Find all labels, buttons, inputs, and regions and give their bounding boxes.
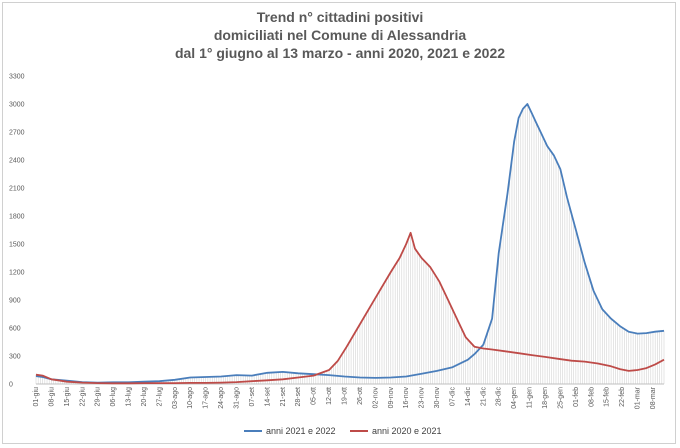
y-tick-label: 2700 [9, 130, 25, 137]
x-tick-label: 28-dic [496, 387, 503, 407]
x-tick-label: 08-mar [650, 386, 657, 409]
x-tick-label: 05-ott [311, 387, 318, 405]
x-tick-label: 30-nov [434, 387, 441, 409]
legend-label-2: anni 2020 e 2021 [372, 426, 442, 436]
x-tick-label: 15-giu [64, 387, 71, 407]
x-tick-label: 14-dic [465, 387, 472, 407]
y-tick-label: 300 [9, 354, 21, 361]
x-tick-label: 07-set [249, 387, 256, 407]
chart-title-line-1: Trend n° cittadini positivi [256, 9, 424, 25]
x-tick-label: 09-nov [388, 387, 395, 409]
y-tick-label: 2100 [9, 186, 25, 193]
chart-title-line-3: dal 1° giugno al 13 marzo - anni 2020, 2… [174, 45, 506, 61]
x-tick-label: 16-nov [403, 387, 410, 409]
chart-frame [2, 2, 676, 444]
x-tick-label: 18-gen [542, 387, 549, 409]
x-tick-label: 21-dic [480, 387, 487, 407]
x-tick-label: 01-feb [573, 387, 580, 407]
x-tick-label: 15-feb [604, 387, 611, 407]
x-tick-label: 04-gen [511, 387, 518, 409]
series-line-2 [35, 231, 665, 385]
x-tick-label: 25-gen [557, 387, 564, 409]
x-tick-label: 28-set [295, 387, 302, 407]
y-tick-label: 3300 [9, 74, 25, 81]
x-tick-label: 26-ott [357, 387, 364, 405]
y-tick-label: 900 [9, 298, 21, 305]
x-tick-label: 03-ago [172, 387, 179, 409]
x-tick-label: 10-ago [187, 387, 194, 409]
x-tick-label: 22-giu [79, 387, 86, 407]
legend-label-1: anni 2021 e 2022 [266, 426, 336, 436]
x-tick-label: 08-feb [588, 387, 595, 407]
y-tick-label: 600 [9, 326, 21, 333]
x-tick-label: 23-nov [419, 387, 426, 409]
y-tick-label: 0 [9, 382, 13, 389]
y-tick-label: 2400 [9, 158, 25, 165]
x-tick-label: 14-set [264, 387, 271, 407]
x-tick-label: 20-lug [141, 387, 148, 407]
y-tick-label: 3000 [9, 102, 25, 109]
x-tick-label: 27-lug [156, 387, 163, 407]
x-tick-label: 12-ott [326, 387, 333, 405]
x-tick-label: 06-lug [110, 387, 117, 407]
x-tick-label: 13-lug [126, 387, 133, 407]
y-tick-label: 1800 [9, 214, 25, 221]
x-tick-label: 24-ago [218, 387, 225, 409]
x-tick-label: 08-giu [48, 387, 55, 407]
x-tick-label: 29-giu [95, 387, 102, 407]
y-tick-label: 1200 [9, 270, 25, 277]
chart-title-line-2: domiciliati nel Comune di Alessandria [213, 27, 467, 43]
series-line-1 [35, 103, 665, 384]
x-tick-label: 21-set [280, 387, 287, 407]
x-tick-label: 17-ago [203, 387, 210, 409]
x-tick-label: 22-feb [619, 387, 626, 407]
x-tick-label: 01-giu [33, 387, 40, 407]
x-tick-label: 11-gen [527, 387, 534, 408]
x-tick-label: 31-ago [234, 387, 241, 409]
x-tick-label: 02-nov [372, 387, 379, 409]
y-tick-label: 1500 [9, 242, 25, 249]
x-tick-label: 01-mar [635, 386, 642, 409]
x-tick-label: 07-dic [449, 387, 456, 407]
x-tick-label: 19-ott [341, 387, 348, 405]
